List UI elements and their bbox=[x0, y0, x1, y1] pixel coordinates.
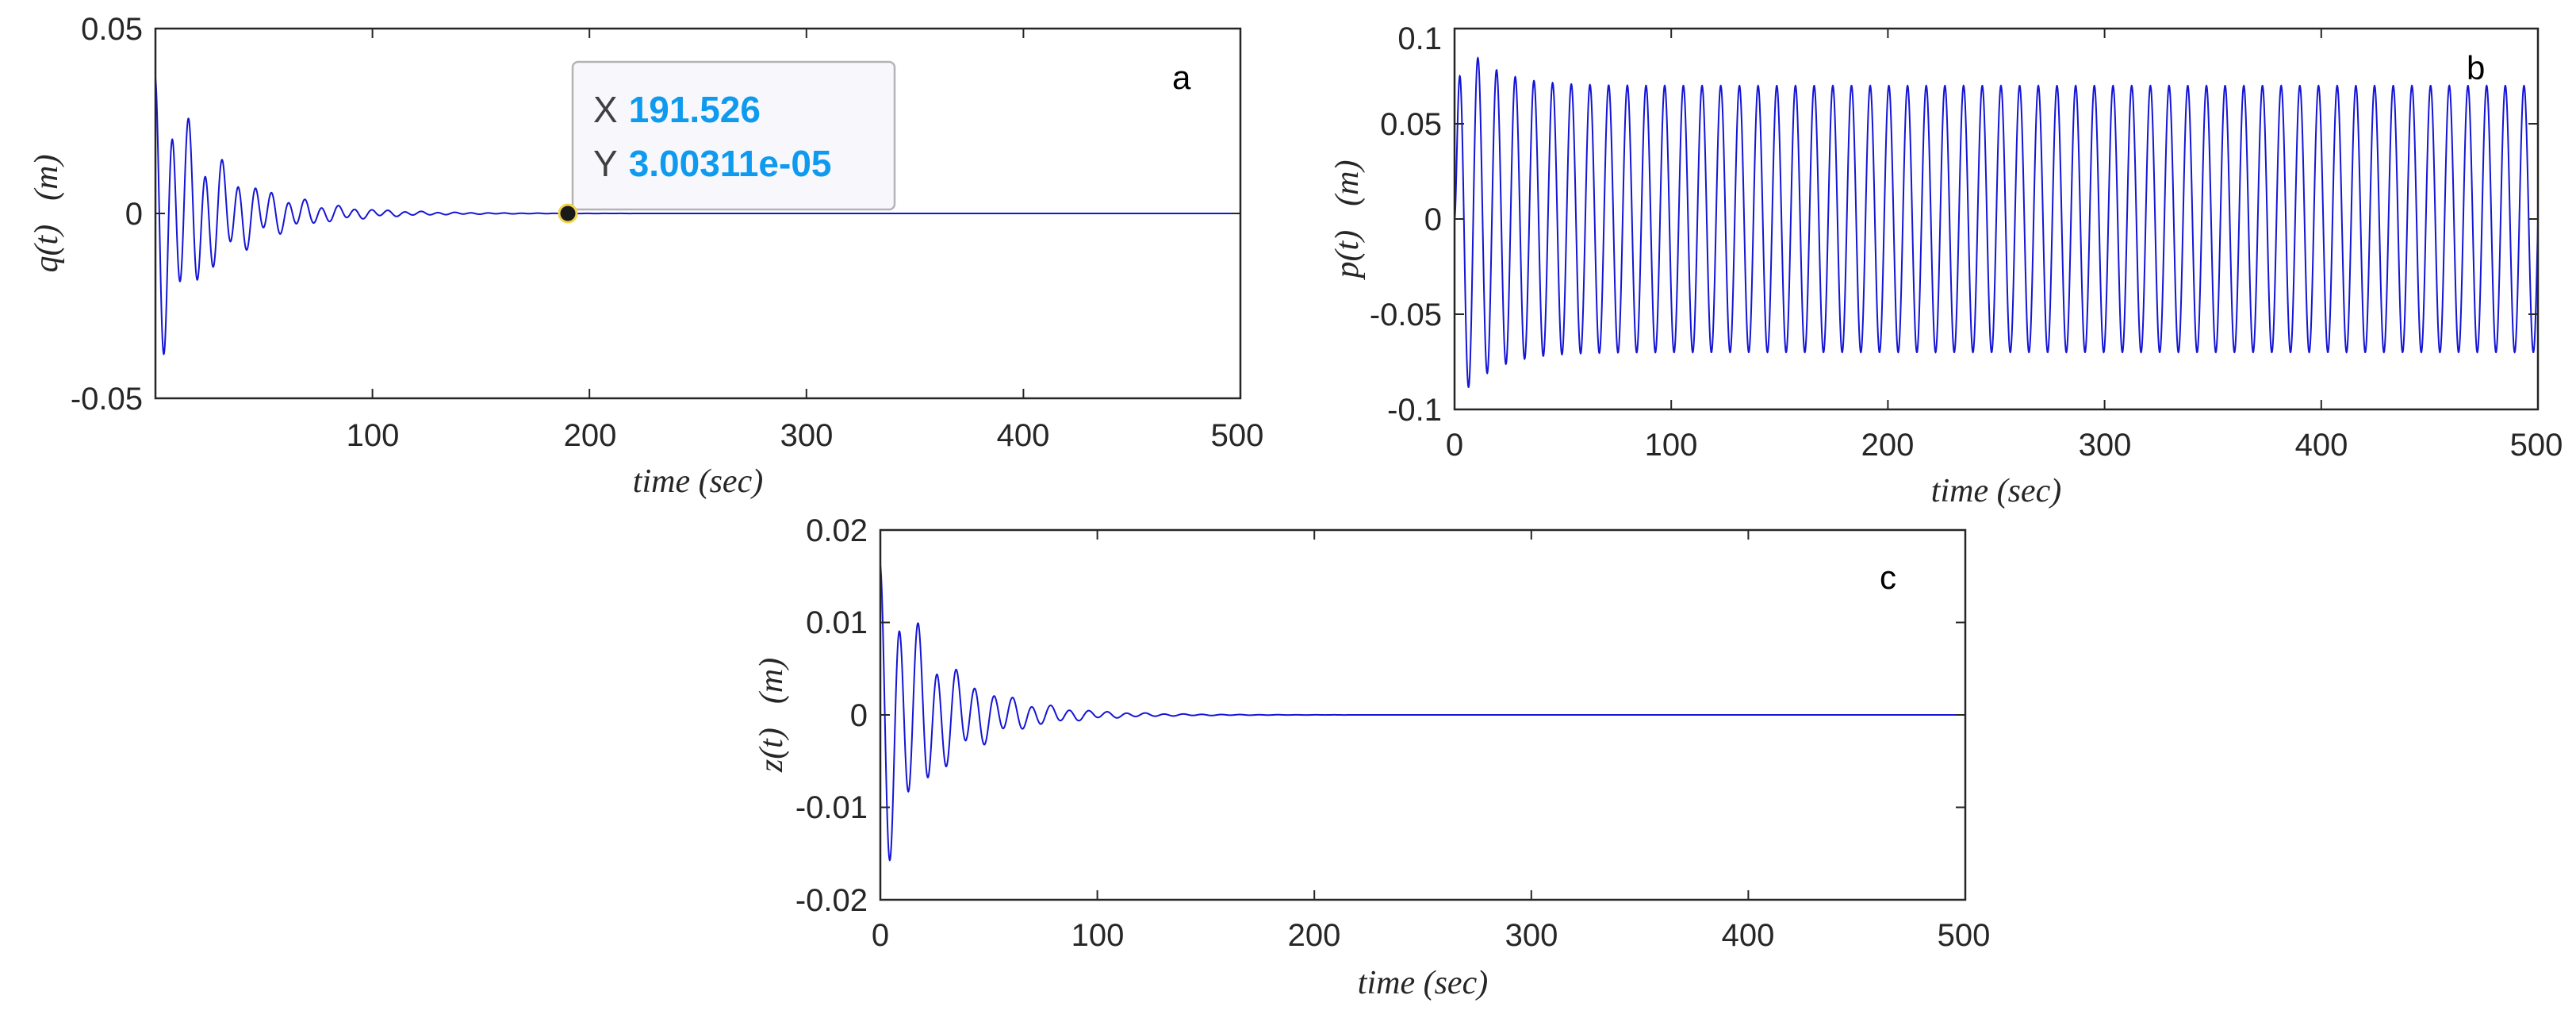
xtick-label-a-2: 300 bbox=[780, 418, 834, 453]
chart-b: -0.1 -0.05 0 0.05 0.1 0 100 200 300 400 … bbox=[1329, 21, 2563, 509]
series-line-a-0 bbox=[155, 77, 1240, 355]
ytick-label-b-4: 0.1 bbox=[1397, 21, 1442, 56]
chart-c: -0.02 -0.01 0 0.01 0.02 0 100 200 300 40… bbox=[753, 513, 1990, 1001]
datatip-x-key: X bbox=[593, 89, 618, 130]
xtick-label-b-2: 200 bbox=[1861, 428, 1915, 463]
y-axis-label-b: p(t) (m) bbox=[1329, 160, 1366, 281]
xtick-label-c-2: 200 bbox=[1288, 918, 1341, 953]
y-axis-label-c: z(t) (m) bbox=[753, 658, 790, 773]
xtick-label-a-3: 400 bbox=[997, 418, 1050, 453]
plot-area-b[interactable] bbox=[1454, 28, 2539, 410]
ytick-label-c-3: 0.01 bbox=[806, 605, 868, 640]
datatip-y-key: Y bbox=[593, 143, 618, 184]
xtick-label-a-0: 100 bbox=[347, 418, 400, 453]
xtick-label-b-0: 0 bbox=[1446, 428, 1463, 463]
datatip-a[interactable]: X 191.526 Y 3.00311e-05 bbox=[558, 60, 896, 224]
ytick-label-b-1: -0.05 bbox=[1370, 298, 1442, 332]
xtick-label-c-0: 0 bbox=[872, 918, 889, 953]
ytick-label-c-1: -0.01 bbox=[795, 790, 868, 825]
chart-a: -0.05 0 0.05 100 200 300 400 500 time (s… bbox=[29, 12, 1263, 500]
xtick-label-c-3: 300 bbox=[1505, 918, 1558, 953]
y-axis-unit-a: (m) bbox=[29, 155, 65, 201]
datatip-box-a bbox=[571, 60, 896, 211]
ytick-label-c-2: 0 bbox=[850, 698, 868, 733]
ytick-label-b-0: -0.1 bbox=[1387, 393, 1442, 428]
y-axis-var-a: q(t) bbox=[29, 225, 65, 273]
xtick-label-c-4: 400 bbox=[1722, 918, 1775, 953]
xtick-label-c-5: 500 bbox=[1938, 918, 1991, 953]
xtick-label-a-4: 500 bbox=[1211, 418, 1264, 453]
xtick-label-b-3: 300 bbox=[2079, 428, 2132, 463]
axes-box-b bbox=[1453, 27, 2540, 411]
series-line-c-0 bbox=[880, 564, 1965, 862]
xtick-label-b-5: 500 bbox=[2510, 428, 2563, 463]
ytick-label-b-3: 0.05 bbox=[1380, 107, 1442, 142]
y-axis-unit-c: (m) bbox=[753, 658, 790, 704]
y-axis-unit-b: (m) bbox=[1329, 160, 1366, 206]
ytick-label-a-0: -0.05 bbox=[71, 382, 143, 417]
ytick-label-a-1: 0 bbox=[125, 197, 143, 232]
xtick-label-b-1: 100 bbox=[1645, 428, 1698, 463]
panel-label-c: c bbox=[1880, 559, 1896, 596]
xtick-label-a-1: 200 bbox=[564, 418, 617, 453]
datatip-x-value: 191.526 bbox=[629, 89, 761, 130]
axes-box-a bbox=[154, 27, 1242, 400]
panel-label-b: b bbox=[2467, 49, 2485, 86]
x-axis-label-c: time (sec) bbox=[1358, 965, 1488, 1001]
datatip-x-row: X 191.526 bbox=[593, 89, 761, 130]
x-axis-label-a: time (sec) bbox=[633, 463, 763, 500]
x-axis-label-b: time (sec) bbox=[1931, 473, 2061, 509]
panel-label-a: a bbox=[1172, 59, 1191, 96]
ytick-label-b-2: 0 bbox=[1424, 202, 1442, 237]
ytick-label-c-4: 0.02 bbox=[806, 513, 868, 548]
axes-box-c bbox=[879, 528, 1967, 901]
ytick-label-a-2: 0.05 bbox=[81, 12, 143, 47]
plot-area-c[interactable] bbox=[880, 529, 1966, 901]
xtick-label-c-1: 100 bbox=[1071, 918, 1125, 953]
y-axis-var-c: z(t) bbox=[753, 728, 790, 773]
xtick-label-b-4: 400 bbox=[2295, 428, 2348, 463]
series-line-b-0 bbox=[1455, 56, 2538, 388]
datatip-marker-a[interactable] bbox=[558, 203, 578, 224]
datatip-y-value: 3.00311e-05 bbox=[629, 143, 832, 184]
ytick-label-c-0: -0.02 bbox=[795, 883, 868, 918]
y-axis-var-b: p(t) bbox=[1329, 230, 1366, 281]
datatip-y-row: Y 3.00311e-05 bbox=[593, 143, 832, 184]
y-axis-label-a: q(t) (m) bbox=[29, 155, 65, 273]
